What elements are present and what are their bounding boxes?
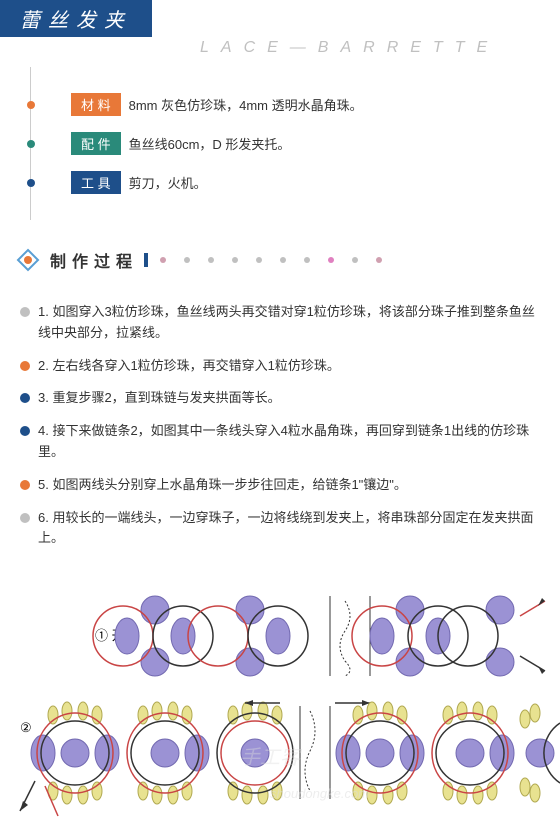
section-dot	[160, 257, 166, 263]
watermark-url: shoudongke.com	[270, 786, 369, 801]
section-dots	[160, 257, 382, 263]
step-item: 4. 接下来做链条2，如图其中一条线头穿入4粒水晶角珠，再回穿到链条1出线的仿珍…	[20, 421, 540, 463]
info-label: 配 件	[71, 132, 121, 155]
section-dot	[256, 257, 262, 263]
info-text: 鱼丝线60cm，D 形发夹托。	[129, 134, 291, 153]
section-dot	[232, 257, 238, 263]
info-label: 工 具	[71, 171, 121, 194]
info-section: 材 料 8mm 灰色仿珍珠，4mm 透明水晶角珠。 配 件 鱼丝线60cm，D …	[30, 67, 560, 220]
step-bullet	[20, 307, 30, 317]
section-dot	[184, 257, 190, 263]
step-bullet	[20, 393, 30, 403]
diagram-area: ① 开始	[0, 571, 560, 831]
step-bullet	[20, 480, 30, 490]
step-text: 1. 如图穿入3粒仿珍珠，鱼丝线两头再交错对穿1粒仿珍珠，将该部分珠子推到整条鱼…	[38, 302, 540, 344]
page-subtitle: LACE—BARRETTE	[0, 37, 560, 67]
step-item: 3. 重复步骤2，直到珠链与发夹拱面等长。	[20, 388, 540, 409]
step-text: 2. 左右线各穿入1粒仿珍珠，再交错穿入1粒仿珍珠。	[38, 356, 340, 377]
step-item: 5. 如图两线头分别穿上水晶角珠一步步往回走，给链条1"镶边"。	[20, 475, 540, 496]
section-dot	[304, 257, 310, 263]
section-title: 制作过程	[50, 248, 138, 272]
info-row-materials: 材 料 8mm 灰色仿珍珠，4mm 透明水晶角珠。	[71, 93, 540, 116]
page-title: 蕾丝发夹	[0, 0, 152, 37]
info-label: 材 料	[71, 93, 121, 116]
section-bar	[144, 253, 148, 267]
diagram-row-2: ②	[10, 691, 550, 821]
step-item: 2. 左右线各穿入1粒仿珍珠，再交错穿入1粒仿珍珠。	[20, 356, 540, 377]
diamond-icon	[16, 248, 40, 272]
section-dot	[208, 257, 214, 263]
info-text: 剪刀，火机。	[129, 173, 207, 192]
step-text: 3. 重复步骤2，直到珠链与发夹拱面等长。	[38, 388, 281, 409]
steps-list: 1. 如图穿入3粒仿珍珠，鱼丝线两头再交错对穿1粒仿珍珠，将该部分珠子推到整条鱼…	[0, 280, 560, 571]
section-header: 制作过程	[0, 240, 560, 280]
info-row-tools: 工 具 剪刀，火机。	[71, 171, 540, 194]
diagram-row-1: ① 开始	[10, 581, 550, 691]
step-item: 6. 用较长的一端线头，一边穿珠子，一边将线绕到发夹上，将串珠部分固定在发夹拱面…	[20, 508, 540, 550]
section-dot	[352, 257, 358, 263]
watermark: 手工客	[240, 741, 300, 770]
step-text: 6. 用较长的一端线头，一边穿珠子，一边将线绕到发夹上，将串珠部分固定在发夹拱面…	[38, 508, 540, 550]
info-text: 8mm 灰色仿珍珠，4mm 透明水晶角珠。	[129, 95, 363, 114]
step-bullet	[20, 361, 30, 371]
info-row-parts: 配 件 鱼丝线60cm，D 形发夹托。	[71, 132, 540, 155]
step-bullet	[20, 513, 30, 523]
step-bullet	[20, 426, 30, 436]
section-dot	[376, 257, 382, 263]
section-dot	[328, 257, 334, 263]
step-text: 5. 如图两线头分别穿上水晶角珠一步步往回走，给链条1"镶边"。	[38, 475, 407, 496]
step-text: 4. 接下来做链条2，如图其中一条线头穿入4粒水晶角珠，再回穿到链条1出线的仿珍…	[38, 421, 540, 463]
step-item: 1. 如图穿入3粒仿珍珠，鱼丝线两头再交错对穿1粒仿珍珠，将该部分珠子推到整条鱼…	[20, 302, 540, 344]
section-dot	[280, 257, 286, 263]
